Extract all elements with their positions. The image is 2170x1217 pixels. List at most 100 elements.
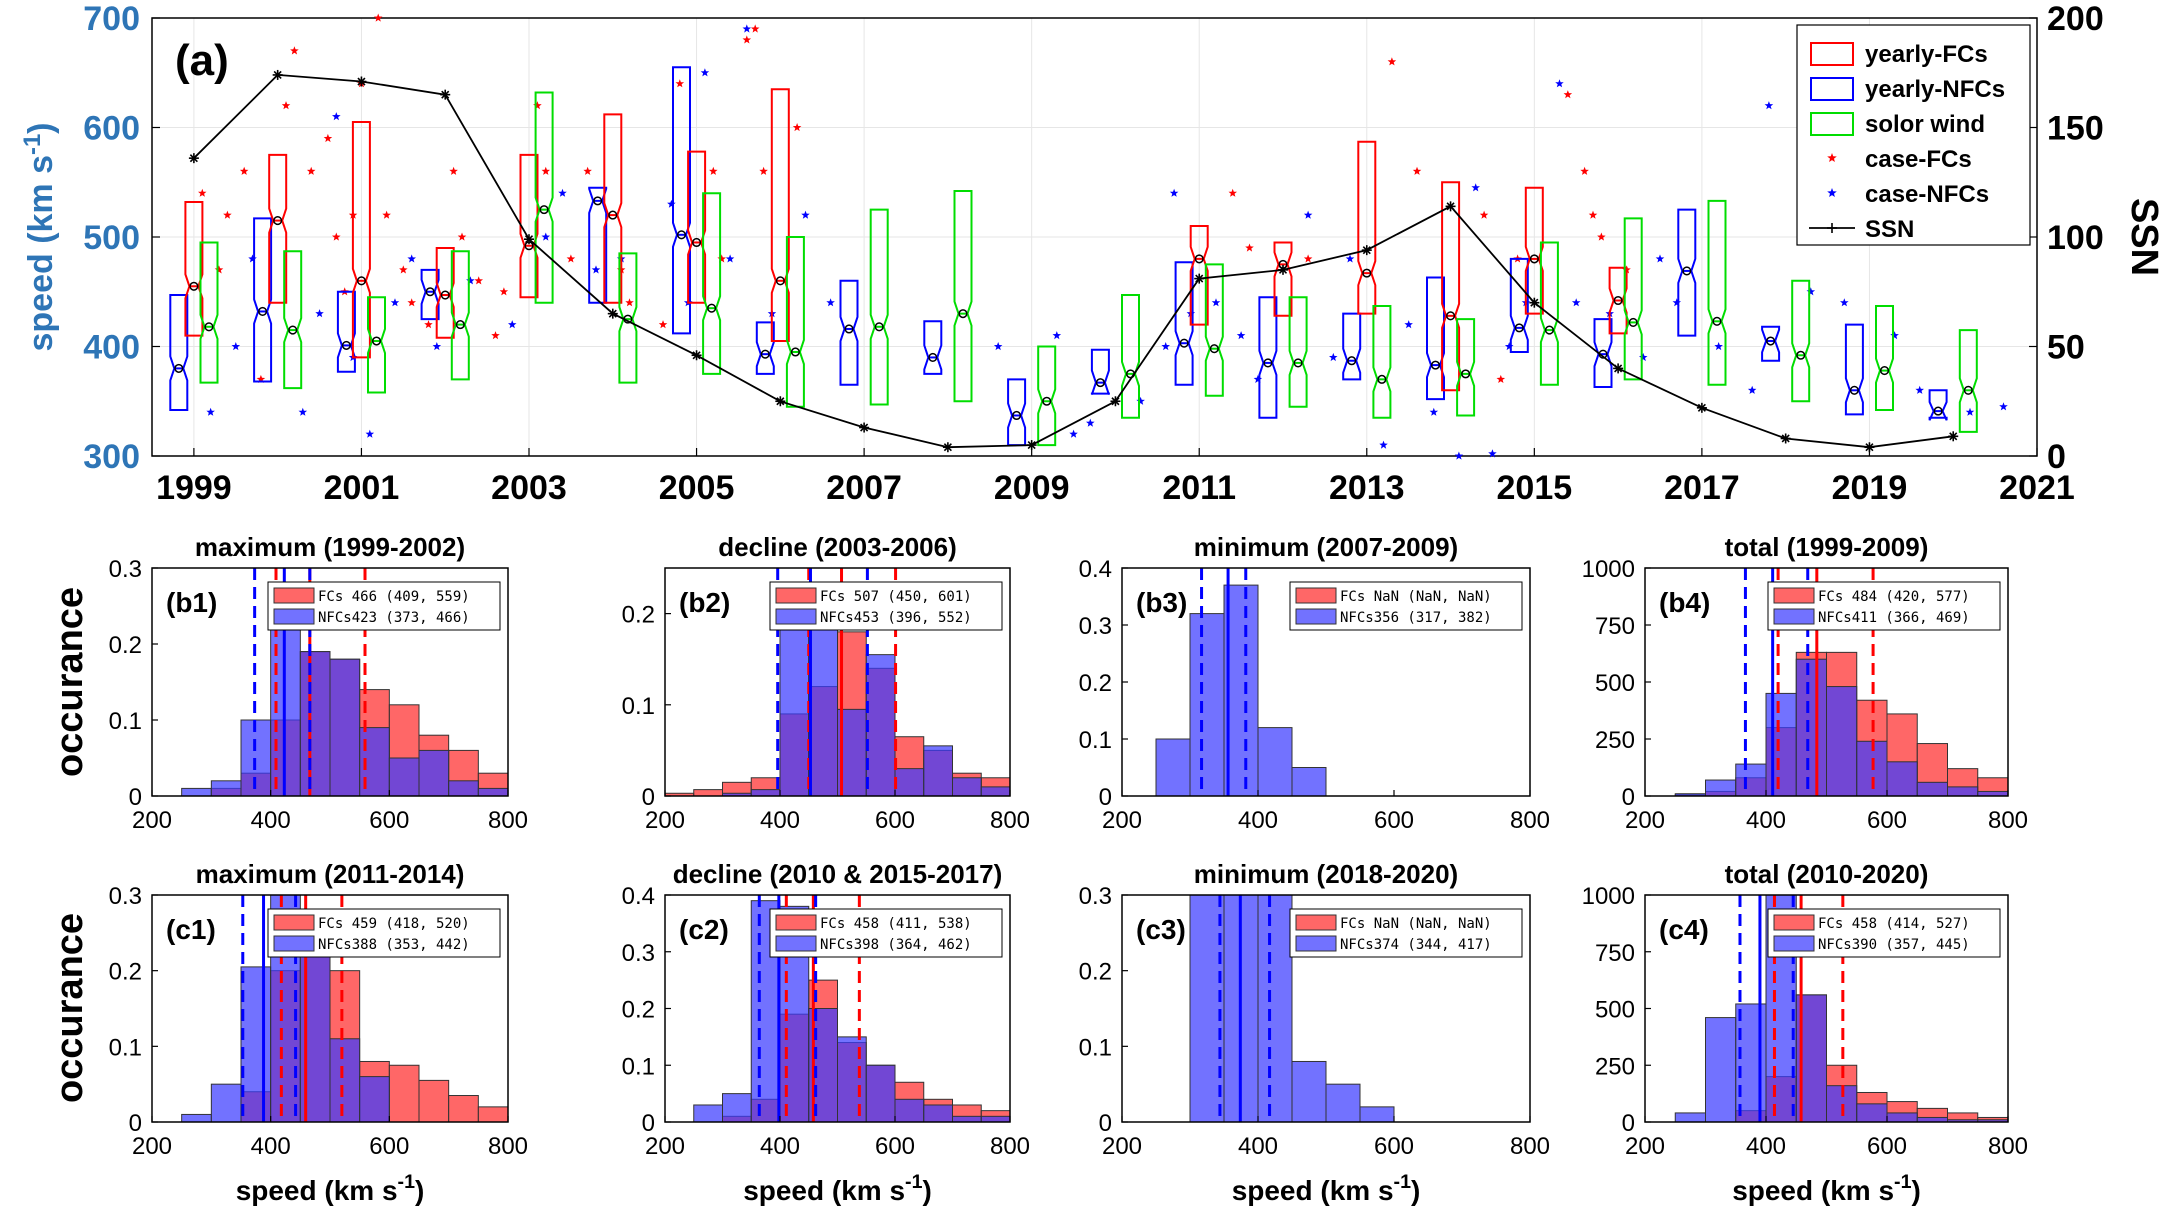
ssn-point-d2 <box>776 397 785 406</box>
hist-y-tick-label: 1000 <box>1582 556 1635 583</box>
x-tick-label: 2017 <box>1664 469 1740 507</box>
hist-panel-label: (b4) <box>1659 587 1710 618</box>
hist-x-tick-label: 600 <box>369 807 409 834</box>
hist-x-tick-label: 600 <box>875 807 915 834</box>
box-fc-median-marker <box>356 276 366 286</box>
box-nfc-outline <box>1677 208 1697 337</box>
hist-fc-bar <box>477 1106 508 1122</box>
hist-legend-nfc-swatch <box>775 935 817 952</box>
box-fc-median-marker <box>189 281 199 291</box>
box-nfc-outline <box>1342 312 1362 381</box>
hist-x-tick-label: 600 <box>369 1133 409 1160</box>
case-fc-star <box>1597 232 1606 241</box>
case-nfc-star <box>508 320 517 329</box>
case-nfc-star <box>1806 287 1816 296</box>
ssn-point <box>1026 440 1037 451</box>
hist-nfc-bar <box>329 658 361 796</box>
x-axis-label-speed-4: speed (km s-1) <box>1732 1171 1921 1206</box>
y-axis-label-right: SSN <box>2123 198 2165 276</box>
case-nfc-star <box>1571 298 1581 307</box>
box-fc <box>1357 140 1377 315</box>
hist-legend-nfc-swatch <box>1295 935 1337 952</box>
box-sw-outline <box>1372 305 1392 419</box>
case-fc-star <box>382 210 391 219</box>
hist-x-tick-label: 200 <box>132 807 172 834</box>
hist-nfc-bar <box>1705 779 1737 796</box>
box-sw <box>1121 294 1140 419</box>
hist-bars <box>1189 895 1395 1122</box>
case-nfc-star <box>1639 352 1648 362</box>
case-fc-star <box>256 374 266 383</box>
hist-legend-nfc-swatch <box>273 608 315 625</box>
case-fc-star <box>1303 254 1313 263</box>
case-fc-star <box>373 13 383 22</box>
box-nfc <box>1426 276 1445 401</box>
hist-nfc-bar <box>1223 584 1259 796</box>
hist-x-tick-label: 800 <box>1988 807 2028 834</box>
x-axis-label-speed-1-base: speed (km s <box>236 1175 398 1206</box>
ssn-point <box>356 76 367 87</box>
ssn-point <box>607 308 618 319</box>
legend-label-1: yearly-NFCs <box>1865 76 2005 103</box>
box-sw <box>1204 263 1224 397</box>
hist-nfc-bar <box>1155 738 1191 796</box>
case-nfc-star <box>1303 210 1313 219</box>
case-fc-star <box>223 210 232 219</box>
hist-nfc-bar <box>1705 1017 1737 1122</box>
box-fc-outline <box>1441 181 1461 392</box>
ssn-point <box>440 89 451 100</box>
ssn-point-d2 <box>1949 432 1958 441</box>
hist-legend-nfc-swatch <box>273 935 315 952</box>
hist-legend-fc-label: FCs 459 (418, 520) <box>318 916 470 932</box>
hist-nfc-bar <box>210 1083 242 1122</box>
hist-fc-bar <box>693 789 723 796</box>
box-nfc <box>253 217 273 383</box>
box-sw <box>1372 305 1392 419</box>
case-fc-star <box>1479 210 1489 219</box>
box-nfc-outline <box>1761 325 1781 362</box>
case-fc-star <box>1228 188 1237 197</box>
panel-b2: 0 0.1 0.2 200 400 600 800 decline (2003-2006) (b… <box>622 532 1030 834</box>
box-fc <box>351 121 371 359</box>
ssn-line <box>193 73 1954 449</box>
hist-y-tick-label: 0.2 <box>109 959 142 986</box>
box-fc-outline <box>1273 241 1293 317</box>
box-sw-median-marker <box>1879 366 1890 376</box>
box-fc-outline <box>1524 186 1544 315</box>
hist-x-tick-label: 400 <box>1238 807 1278 834</box>
ssn-point-d2 <box>189 154 198 163</box>
ssn-point <box>1780 433 1791 444</box>
case-nfc-star <box>1555 79 1564 88</box>
box-sw-outline <box>1204 263 1224 397</box>
box-sw-outline <box>1288 296 1308 408</box>
box-sw-outline <box>199 241 219 384</box>
case-nfc-star <box>1236 331 1246 340</box>
case-nfc-star <box>1136 396 1145 405</box>
y-tick-label-left: 400 <box>83 329 140 367</box>
hist-bars <box>181 895 508 1122</box>
case-fc-star <box>1563 90 1573 99</box>
case-nfc-star <box>1890 331 1899 340</box>
box-sw <box>450 250 470 381</box>
x-axis-label-speed-2: speed (km s-1) <box>743 1171 932 1206</box>
hist-nfc-bar <box>865 654 896 796</box>
case-fc-star <box>583 166 592 175</box>
box-nfc-median-marker <box>760 349 770 359</box>
hist-frame <box>1121 894 1531 1123</box>
box-fc-outline <box>1357 140 1377 315</box>
x-tick-label: 2015 <box>1497 469 1573 507</box>
box-sw <box>1288 296 1308 408</box>
box-fc-outline <box>519 153 539 299</box>
panel-c4: 0 250 500 750 1000 200 400 600 800 total (2010-20… <box>1582 859 2028 1160</box>
box-sw <box>1707 199 1727 386</box>
case-nfc-star <box>1454 451 1464 460</box>
box-nfc-outline <box>253 217 273 383</box>
case-fc-star <box>306 166 316 175</box>
y-axis-label-left-close: ) <box>22 122 60 133</box>
box-sw-median-marker <box>790 347 800 357</box>
hist-title: maximum (2011-2014) <box>196 859 465 889</box>
box-fc <box>1524 186 1544 315</box>
hist-legend-nfc-label: NFCs423 (373, 466) <box>318 610 470 626</box>
box-sw-outline <box>1539 241 1559 386</box>
